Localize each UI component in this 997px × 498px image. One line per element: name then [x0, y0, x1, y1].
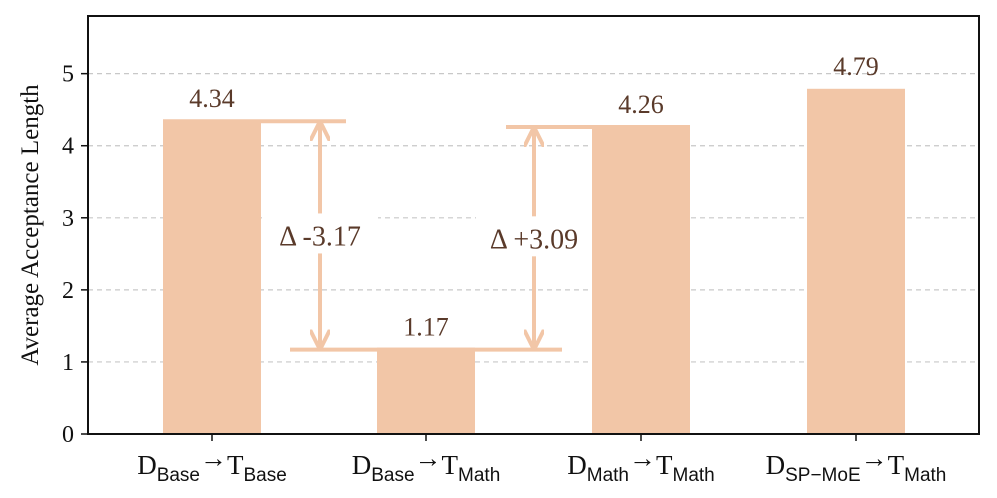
y-tick-label: 2	[62, 278, 74, 304]
x-axis-ticks: DBase→TBase DBase→TMath DMath→TMath DSP−MoE…	[137, 434, 946, 486]
value-label: 4.79	[833, 52, 879, 81]
bars	[163, 88, 905, 434]
bar	[163, 121, 261, 434]
delta-label: Δ -3.17	[279, 221, 361, 252]
y-axis-ticks: 0 1 2 3 4 5	[62, 62, 88, 448]
y-axis-label: Average Acceptance Length	[17, 84, 44, 366]
x-tick-label: DSP−MoE→TMath	[766, 443, 947, 486]
delta-label-bg	[476, 216, 592, 257]
bar	[592, 126, 690, 434]
y-tick-label: 0	[62, 422, 74, 448]
delta-annotations: Δ -3.17 Δ +3.09	[163, 119, 690, 352]
y-tick-label: 3	[62, 206, 74, 232]
value-label: 1.17	[403, 313, 449, 342]
y-tick-label: 5	[62, 62, 74, 88]
value-label: 4.34	[189, 84, 235, 113]
x-tick-label: DMath→TMath	[567, 443, 715, 486]
x-tick-label: DBase→TMath	[352, 443, 501, 486]
delta-label-bg	[262, 213, 378, 254]
bar	[807, 88, 905, 434]
y-tick-label: 1	[62, 350, 74, 376]
delta-label: Δ +3.09	[490, 224, 578, 255]
y-tick-label: 4	[62, 134, 74, 160]
plot-frame	[87, 15, 980, 435]
value-label: 4.26	[618, 90, 664, 119]
bar	[377, 349, 475, 434]
x-tick-label: DBase→TBase	[137, 443, 287, 486]
value-labels: 4.34 1.17 4.26 4.79	[189, 52, 879, 342]
